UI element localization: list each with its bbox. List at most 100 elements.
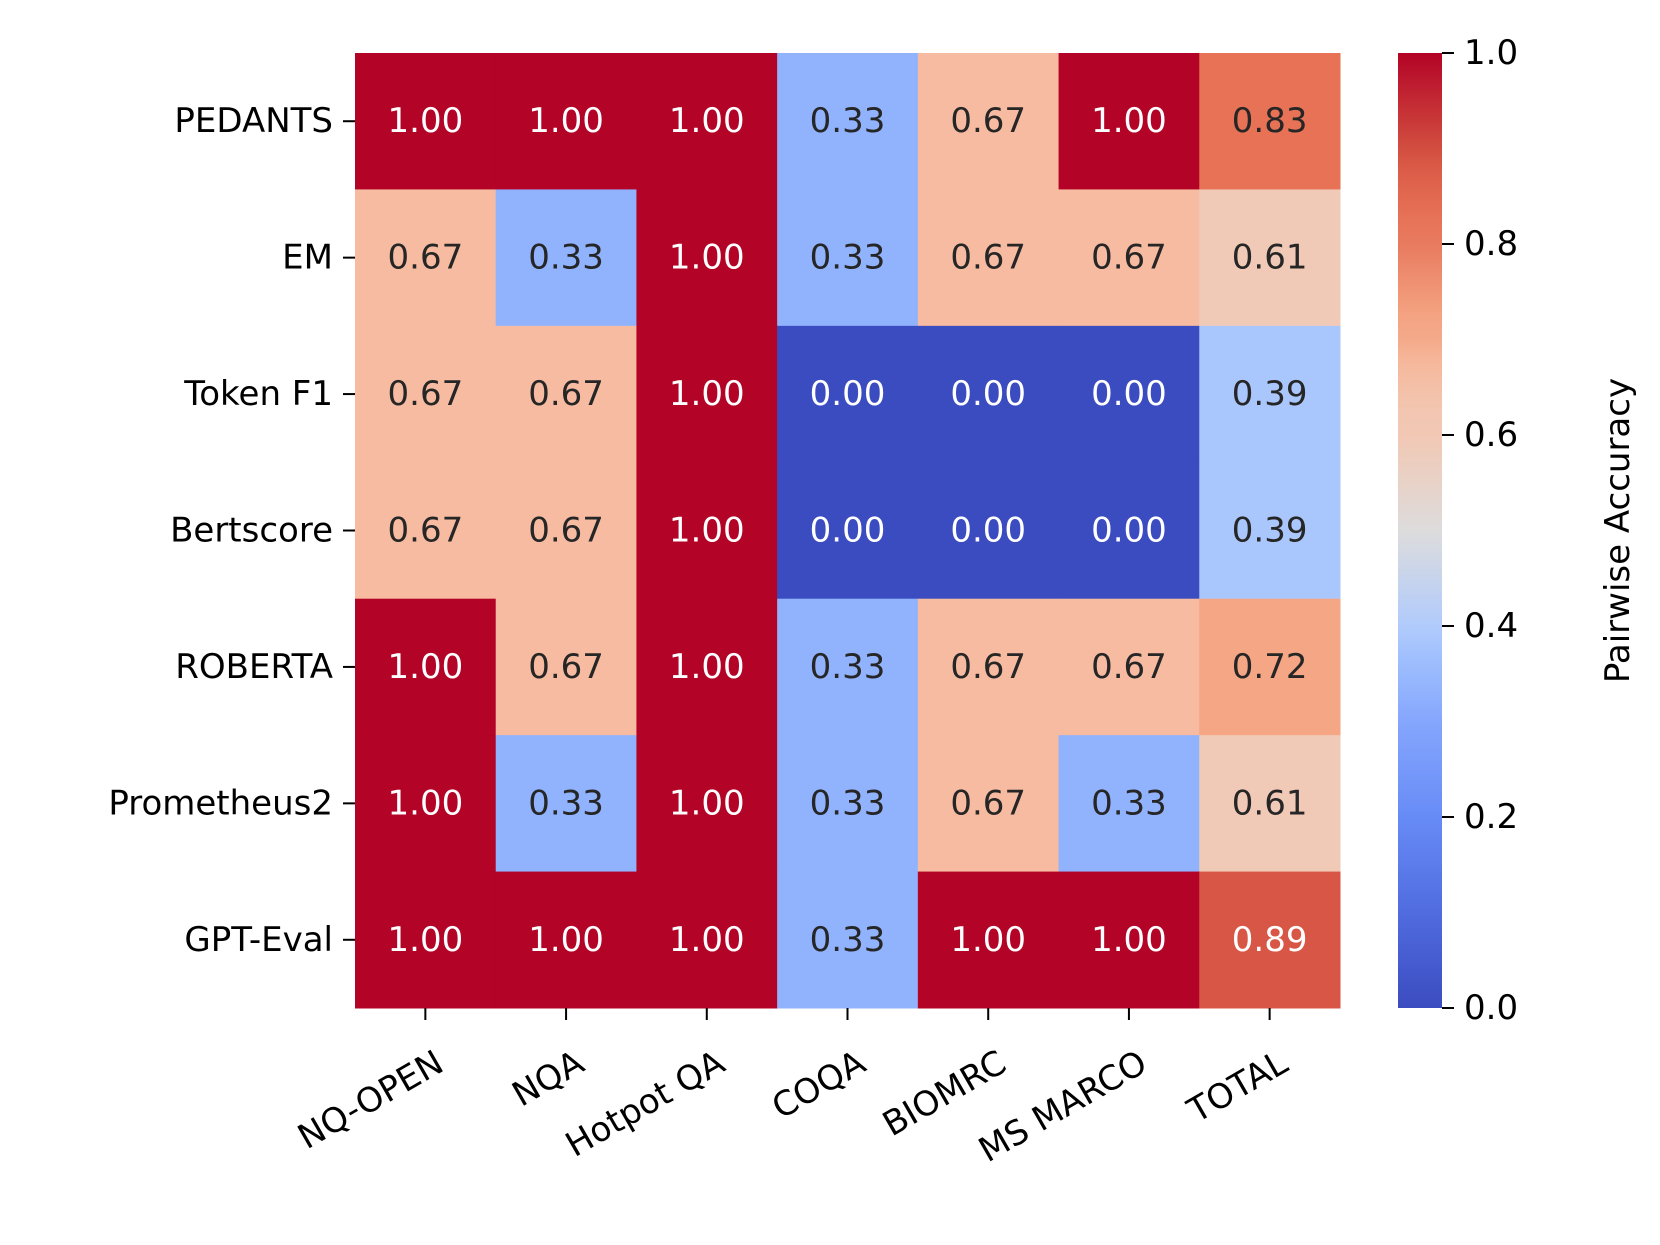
heatmap-value-label-6-5: 1.00 (1091, 920, 1167, 960)
heatmap-cell-3-0 (355, 462, 497, 600)
x-tick-label-0: NQ-OPEN (291, 1043, 450, 1158)
x-tick-label-3: COQA (765, 1043, 872, 1128)
heatmap-value-label-4-1: 0.67 (528, 647, 604, 687)
colorbar-tick-label-4: 0.8 (1464, 224, 1518, 264)
heatmap-cell-4-6 (1199, 598, 1341, 736)
heatmap-value-label-2-3: 0.00 (810, 374, 886, 414)
y-axis: PEDANTS EM Token F1 Bertscore ROBERTA Prometh… (108, 101, 355, 960)
heatmap-cell-0-5 (1058, 53, 1200, 190)
heatmap-value-label-0-0: 1.00 (388, 101, 464, 141)
heatmap-cell-2-2 (636, 325, 778, 463)
heatmap-value-label-4-5: 0.67 (1091, 647, 1167, 687)
colorbar: 0.0 0.2 0.4 0.6 0.8 1.0 Pairwise Accuracy (1398, 33, 1638, 1028)
heatmap-cell-5-4 (917, 735, 1060, 873)
heatmap-value-label-3-3: 0.00 (810, 511, 886, 551)
heatmap-cell-4-1 (495, 598, 637, 736)
heatmap-value-label-0-3: 0.33 (810, 101, 886, 141)
heatmap-value-label-4-0: 1.00 (388, 647, 464, 687)
heatmap-cell-1-6 (1199, 189, 1341, 327)
heatmap-value-label-0-4: 0.67 (950, 101, 1026, 141)
heatmap-cell-6-4 (917, 871, 1060, 1009)
heatmap-cell-6-2 (636, 871, 778, 1009)
heatmap-cell-4-0 (355, 598, 497, 736)
heatmap-value-label-0-2: 1.00 (669, 101, 745, 141)
heatmap-cell-2-6 (1199, 325, 1341, 463)
colorbar-tick-label-3: 0.6 (1464, 415, 1518, 455)
heatmap-cell-3-6 (1199, 462, 1341, 600)
heatmap-cell-1-2 (636, 189, 778, 327)
heatmap-cell-4-4 (917, 598, 1060, 736)
heatmap-cell-0-4 (917, 53, 1060, 190)
heatmap-cell-1-5 (1058, 189, 1200, 327)
heatmap-cell-6-3 (777, 871, 919, 1009)
heatmap-value-label-1-6: 0.61 (1232, 238, 1308, 278)
heatmap-cell-2-3 (777, 325, 919, 463)
y-tick-label-1: EM (282, 238, 333, 278)
colorbar-gradient (1398, 53, 1442, 1008)
colorbar-tick-label-0: 0.0 (1464, 988, 1518, 1028)
heatmap-value-label-2-0: 0.67 (388, 374, 464, 414)
heatmap-cell-0-2 (636, 53, 778, 190)
heatmap-cell-0-1 (495, 53, 637, 190)
heatmap-value-label-4-3: 0.33 (810, 647, 886, 687)
heatmap-cell-5-6 (1199, 735, 1341, 873)
heatmap-value-label-4-2: 1.00 (669, 647, 745, 687)
heatmap-value-label-0-5: 1.00 (1091, 101, 1167, 141)
colorbar-tick-label-5: 1.0 (1464, 33, 1518, 73)
heatmap-cell-5-2 (636, 735, 778, 873)
heatmap-value-labels: 1.00 1.00 1.00 0.33 0.67 1.00 0.83 0.67 0.33 1.00… (388, 101, 1308, 960)
heatmap-cell-5-0 (355, 735, 497, 873)
y-tick-label-4: ROBERTA (175, 647, 333, 687)
heatmap-cell-5-1 (495, 735, 637, 873)
heatmap-cell-6-1 (495, 871, 637, 1009)
colorbar-tick-label-1: 0.2 (1464, 797, 1518, 837)
heatmap-cell-4-2 (636, 598, 778, 736)
heatmap-value-label-2-4: 0.00 (950, 374, 1026, 414)
heatmap-value-label-5-3: 0.33 (810, 783, 886, 823)
heatmap-cell-6-6 (1199, 871, 1341, 1009)
heatmap-value-label-5-4: 0.67 (950, 783, 1026, 823)
heatmap-value-label-1-0: 0.67 (388, 238, 464, 278)
heatmap-cell-4-3 (777, 598, 919, 736)
heatmap-value-label-2-2: 1.00 (669, 374, 745, 414)
heatmap-value-label-3-0: 0.67 (388, 511, 464, 551)
heatmap-value-label-5-2: 1.00 (669, 783, 745, 823)
heatmap-value-label-6-2: 1.00 (669, 920, 745, 960)
heatmap-cell-6-0 (355, 871, 497, 1009)
heatmap-value-label-1-3: 0.33 (810, 238, 886, 278)
heatmap-cell-3-3 (777, 462, 919, 600)
heatmap-cell-1-1 (495, 189, 637, 327)
heatmap-value-label-5-1: 0.33 (528, 783, 604, 823)
x-tick-label-6: TOTAL (1180, 1043, 1294, 1132)
y-tick-label-0: PEDANTS (174, 101, 333, 141)
heatmap-cell-0-3 (777, 53, 919, 190)
heatmap-cell-3-2 (636, 462, 778, 600)
heatmap-cell-4-5 (1058, 598, 1200, 736)
heatmap-cell-3-5 (1058, 462, 1200, 600)
heatmap-cell-1-4 (917, 189, 1060, 327)
heatmap-cell-5-3 (777, 735, 919, 873)
heatmap-value-label-6-3: 0.33 (810, 920, 886, 960)
colorbar-tick-label-2: 0.4 (1464, 606, 1518, 646)
heatmap-cell-2-0 (355, 325, 497, 463)
heatmap-cell-0-0 (355, 53, 497, 190)
heatmap-value-label-3-2: 1.00 (669, 511, 745, 551)
heatmap-value-label-2-5: 0.00 (1091, 374, 1167, 414)
heatmap-value-label-5-0: 1.00 (388, 783, 464, 823)
heatmap-value-label-1-1: 0.33 (528, 238, 604, 278)
heatmap-value-label-0-1: 1.00 (528, 101, 604, 141)
heatmap-value-label-6-4: 1.00 (950, 920, 1026, 960)
y-tick-label-5: Prometheus2 (108, 783, 333, 823)
heatmap-value-label-5-6: 0.61 (1232, 783, 1308, 823)
heatmap-cell-3-1 (495, 462, 637, 600)
heatmap-cell-1-3 (777, 189, 919, 327)
heatmap-cell-6-5 (1058, 871, 1200, 1009)
heatmap-value-label-5-5: 0.33 (1091, 783, 1167, 823)
heatmap-cell-2-5 (1058, 325, 1200, 463)
heatmap-cell-2-4 (917, 325, 1060, 463)
heatmap-value-label-4-4: 0.67 (950, 647, 1026, 687)
heatmap-cell-3-4 (917, 462, 1060, 600)
heatmap-value-label-1-5: 0.67 (1091, 238, 1167, 278)
